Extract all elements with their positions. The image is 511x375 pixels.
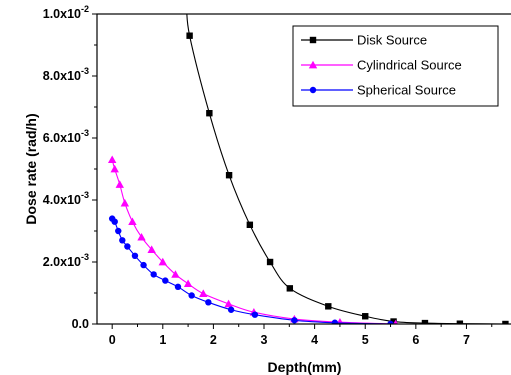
legend-item-spherical-source: Spherical Source bbox=[301, 83, 456, 98]
data-point-disk-source bbox=[502, 320, 509, 324]
y-tick-label: 0.0 bbox=[72, 317, 89, 331]
x-axis-title: Depth(mm) bbox=[268, 359, 342, 375]
legend-marker-disk-source bbox=[309, 36, 317, 44]
data-point-spherical-source bbox=[205, 299, 212, 306]
x-tick-label: 5 bbox=[362, 333, 369, 347]
data-point-spherical-source bbox=[131, 252, 139, 259]
data-point-disk-source bbox=[362, 313, 369, 320]
y-tick-label: 8.0x10-3 bbox=[43, 66, 89, 83]
data-point-cylindrical-source bbox=[128, 217, 137, 226]
data-point-cylindrical-source bbox=[115, 180, 124, 188]
legend-label-cylindrical-source: Cylindrical Source bbox=[357, 58, 462, 73]
series-cylindrical-source bbox=[107, 155, 398, 324]
data-point-cylindrical-source bbox=[120, 198, 130, 207]
data-point-cylindrical-source bbox=[110, 164, 119, 173]
x-tick-label: 6 bbox=[412, 333, 419, 347]
legend-box bbox=[292, 25, 499, 107]
data-point-spherical-source bbox=[162, 277, 169, 284]
data-point-disk-source bbox=[421, 319, 429, 324]
y-tick-label: 6.0x10-3 bbox=[43, 128, 89, 145]
y-tick-label: 4.0x10-3 bbox=[43, 190, 89, 207]
data-point-disk-source bbox=[286, 285, 294, 292]
data-point-spherical-source bbox=[188, 292, 195, 299]
legend-label-disk-source: Disk Source bbox=[357, 33, 427, 48]
legend-marker-cylindrical-source bbox=[308, 60, 318, 69]
x-tick-label: 2 bbox=[210, 333, 217, 347]
legend-marker-spherical-source bbox=[309, 86, 317, 94]
data-point-cylindrical-source bbox=[107, 155, 117, 164]
series-line-cylindrical-source bbox=[111, 159, 396, 324]
data-point-spherical-source bbox=[150, 271, 157, 278]
data-point-spherical-source bbox=[331, 319, 339, 324]
data-point-disk-source bbox=[266, 258, 274, 266]
data-point-cylindrical-source bbox=[158, 257, 167, 266]
x-tick-label: 1 bbox=[159, 333, 166, 347]
x-tick-label: 0 bbox=[109, 333, 116, 347]
x-tick-label: 3 bbox=[261, 333, 268, 347]
data-point-cylindrical-source bbox=[224, 299, 233, 308]
series-disk-source bbox=[186, 14, 509, 324]
x-tick-label: 7 bbox=[463, 333, 470, 347]
data-point-disk-source bbox=[390, 318, 397, 324]
data-point-spherical-source bbox=[119, 237, 126, 244]
y-tick-label: 1.0x10-2 bbox=[43, 4, 89, 21]
legend-item-cylindrical-source: Cylindrical Source bbox=[301, 58, 462, 73]
data-point-spherical-source bbox=[291, 317, 298, 324]
data-point-spherical-source bbox=[227, 306, 235, 313]
data-point-disk-source bbox=[206, 110, 213, 117]
data-point-cylindrical-source bbox=[183, 279, 193, 288]
data-point-disk-source bbox=[186, 32, 193, 39]
data-point-spherical-source bbox=[387, 320, 394, 324]
legend-label-spherical-source: Spherical Source bbox=[357, 83, 456, 98]
y-axis-title: Dose rate (rad/h) bbox=[23, 113, 39, 224]
data-point-disk-source bbox=[225, 172, 233, 179]
data-point-spherical-source bbox=[174, 283, 182, 290]
data-point-disk-source bbox=[456, 320, 464, 324]
legend-item-disk-source: Disk Source bbox=[301, 33, 427, 48]
data-point-spherical-source bbox=[140, 261, 147, 269]
x-tick-label: 4 bbox=[311, 333, 318, 347]
data-point-cylindrical-source bbox=[393, 319, 398, 324]
data-point-disk-source bbox=[246, 221, 254, 228]
series-spherical-source bbox=[108, 215, 394, 324]
data-point-spherical-source bbox=[251, 311, 259, 318]
data-point-spherical-source bbox=[111, 218, 118, 225]
data-point-disk-source bbox=[325, 303, 332, 310]
data-point-cylindrical-source bbox=[137, 233, 146, 241]
y-tick-label: 2.0x10-3 bbox=[43, 252, 89, 269]
data-point-cylindrical-source bbox=[199, 289, 208, 297]
data-point-cylindrical-source bbox=[147, 245, 156, 253]
data-point-spherical-source bbox=[124, 243, 131, 250]
data-point-spherical-source bbox=[115, 227, 122, 235]
data-point-cylindrical-source bbox=[171, 270, 180, 278]
